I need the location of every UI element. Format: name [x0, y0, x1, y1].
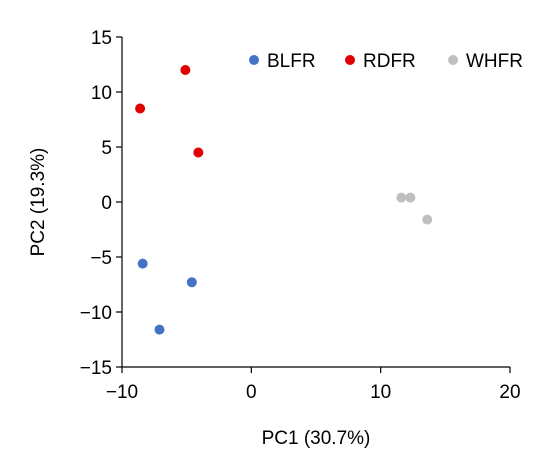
- y-tick-label: −5: [90, 248, 112, 269]
- y-tick-label: 0: [101, 193, 112, 214]
- y-tick-label: −15: [80, 358, 112, 379]
- data-points: [135, 65, 433, 335]
- y-tick-label: −10: [80, 303, 112, 324]
- x-axis-title: PC1 (30.7%): [262, 428, 371, 449]
- legend-marker-whfr: [448, 55, 458, 65]
- data-point-rdfr: [135, 103, 146, 114]
- legend-marker-blfr: [249, 55, 259, 65]
- legend-label-rdfr: RDFR: [363, 51, 416, 72]
- data-point-rdfr: [193, 147, 204, 158]
- x-tick-label: −10: [106, 382, 138, 403]
- legend-marker-rdfr: [345, 55, 355, 65]
- data-point-whfr: [422, 214, 433, 225]
- y-axis-title: PC2 (19.3%): [28, 148, 49, 257]
- y-tick-label: 5: [101, 138, 112, 159]
- legend: BLFR RDFR WHFR: [249, 51, 523, 72]
- x-tick-label: 10: [370, 382, 391, 403]
- x-tick-label: 0: [246, 382, 257, 403]
- data-point-blfr: [186, 277, 197, 288]
- legend-label-blfr: BLFR: [267, 51, 316, 72]
- data-point-whfr: [405, 192, 416, 203]
- data-point-blfr: [137, 258, 148, 269]
- data-point-rdfr: [180, 65, 191, 75]
- legend-label-whfr: WHFR: [466, 51, 523, 72]
- x-tick-label: 20: [499, 382, 520, 403]
- axes: [121, 37, 510, 368]
- y-tick-label: 10: [91, 83, 112, 104]
- ticks: −15 −10 −5 0 5 10 15 −10 0 10 20: [80, 28, 521, 403]
- data-point-whfr: [396, 192, 407, 203]
- data-point-blfr: [154, 324, 165, 335]
- y-tick-label: 15: [91, 28, 112, 49]
